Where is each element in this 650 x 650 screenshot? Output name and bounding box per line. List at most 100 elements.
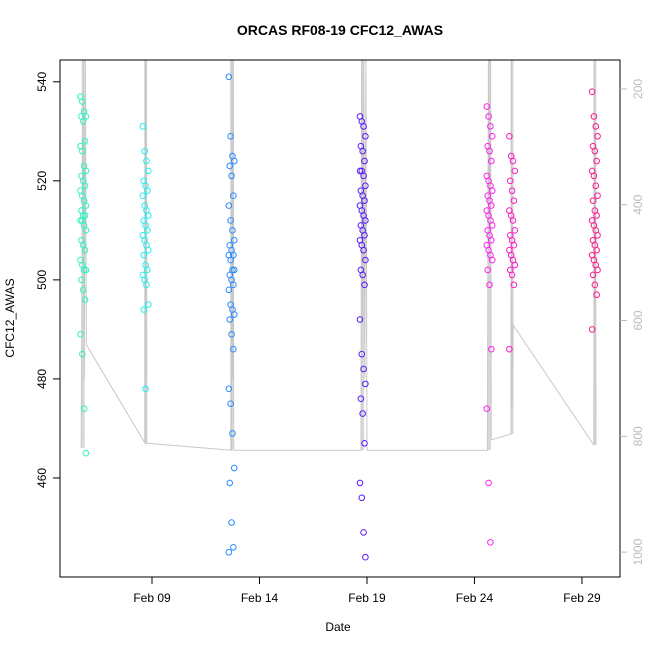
data-point [589,271,597,279]
data-point [488,345,495,353]
data-point [361,232,368,239]
data-point [81,246,89,254]
data-point [594,232,601,239]
data-point [486,147,493,155]
data-point [228,172,235,180]
x-tick-label: Feb 09 [133,591,171,605]
data-point [511,167,519,175]
data-point [593,157,600,165]
flight-profile-band [488,60,492,451]
data-point [508,271,516,279]
data-point [488,132,496,140]
data-point [228,331,235,338]
data-point [483,103,491,110]
data-point [511,227,519,234]
data-point [79,212,87,219]
data-point [488,157,495,165]
data-point [506,177,514,185]
plot-box [59,59,621,578]
data-point [487,539,494,546]
y-tick-label: 480 [35,369,49,389]
data-point [141,147,148,155]
data-point [143,281,150,289]
x-tick-label: Feb 24 [456,591,494,605]
data-point [488,222,496,229]
y2-tick-label: 200 [631,79,645,99]
data-point [230,281,237,289]
data-point [80,405,88,412]
data-point [506,345,513,353]
data-point [226,162,234,170]
data-point [361,281,368,289]
points-group [77,73,601,561]
data-point [488,256,496,264]
x-tick-label: Feb 19 [348,591,386,605]
data-point [362,217,369,224]
data-point [229,430,236,437]
data-point [484,266,492,274]
data-point [78,276,85,284]
data-point [593,291,600,299]
data-point [230,251,237,259]
y2-tick-label: 1000 [631,538,645,565]
data-point [592,182,600,190]
data-point [82,449,90,457]
data-point [227,217,234,224]
data-point [485,479,492,487]
axes-group: Feb 09 Feb 14 Feb 19 Feb 24 Feb 29 460 480 500 5… [35,71,645,605]
data-point [361,197,368,204]
data-point [144,187,151,195]
data-point [359,410,366,417]
data-point [509,157,517,165]
data-point [510,197,518,204]
data-point [230,236,238,244]
data-point [508,187,516,195]
data-point [82,227,90,234]
data-point [362,132,369,140]
data-point [488,236,495,244]
data-point [82,202,90,209]
data-point [77,217,84,224]
data-point [589,197,597,204]
data-point [485,113,492,120]
x-tick-label: Feb 14 [241,591,279,605]
data-point [487,123,494,130]
data-point [230,266,238,274]
data-point [510,241,518,249]
data-point [230,543,237,551]
data-point [230,311,238,318]
y-tick-label: 540 [35,71,49,91]
data-point [362,182,369,190]
data-point [592,123,600,130]
data-point [79,98,86,105]
y-tick-label: 460 [35,468,49,488]
data-point [360,246,367,254]
data-point [360,123,367,130]
data-point [230,157,238,165]
y2-tick-label: 400 [631,194,645,214]
data-point [488,202,495,209]
data-point [79,147,86,155]
data-point [225,286,233,294]
data-point [511,261,519,269]
x-tick-label: Feb 29 [563,591,601,605]
data-point [81,182,89,190]
y-axis-label: CFC12_AWAS [3,278,17,357]
data-point [488,187,496,195]
data-point [356,479,364,487]
data-point [227,400,234,407]
data-point [144,167,152,175]
data-point [144,212,152,219]
data-point [144,266,151,274]
data-point [361,439,368,447]
y-tick-label: 500 [35,270,49,290]
data-point [590,113,598,120]
data-point [591,147,599,155]
data-point [356,167,364,175]
y-tick-label: 520 [35,170,49,190]
data-point [359,147,366,155]
data-point [229,266,236,274]
pressure-line [80,59,597,451]
